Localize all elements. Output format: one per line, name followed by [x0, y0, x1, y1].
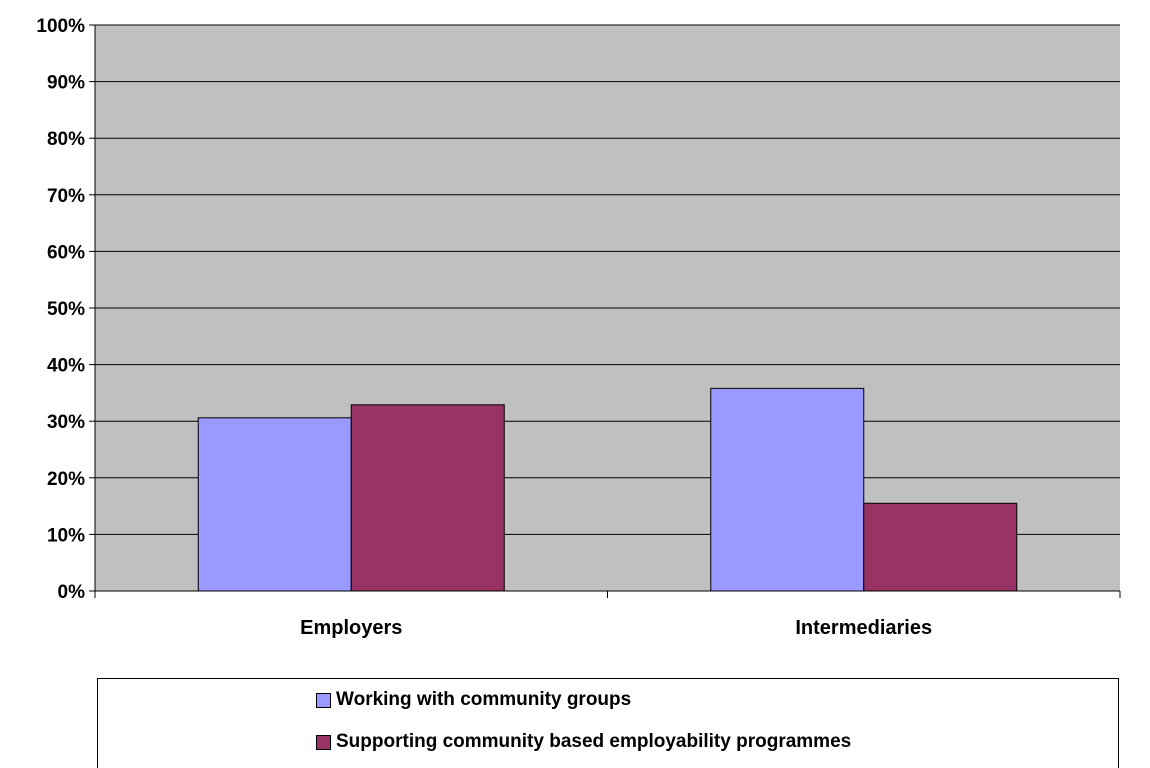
bar-employers-series-1 [197, 417, 352, 592]
legend-label: Supporting community based employability… [336, 731, 852, 752]
bar-employers-series-2 [350, 404, 505, 592]
y-axis-ticks: 0% 10% 20% 30% 40% 50% 60% 70% 80% 90% 100% [36, 16, 95, 603]
y-tick-label: 0% [58, 582, 86, 603]
y-tick-label: 70% [47, 186, 85, 207]
legend-swatch-blue [316, 692, 331, 708]
y-tick-label: 100% [36, 16, 85, 37]
bar-intermediaries-series-1 [710, 387, 865, 592]
y-tick-label: 40% [47, 356, 85, 377]
x-axis-ticks: Employers Intermediaries [94, 591, 1121, 639]
y-tick-label: 90% [47, 73, 85, 94]
legend-swatch-maroon [316, 734, 331, 750]
y-tick-label: 60% [47, 242, 85, 263]
bars [197, 387, 1018, 592]
y-tick-label: 20% [47, 469, 85, 490]
y-tick-label: 10% [47, 525, 85, 546]
y-tick-label: 50% [47, 299, 85, 320]
legend-item-working-with-community-groups: Working with community groups [316, 689, 631, 711]
bar-intermediaries-series-2 [863, 502, 1018, 592]
y-tick-label: 80% [47, 129, 85, 150]
legend-item-supporting-community-programmes: Supporting community based employability… [316, 731, 851, 753]
y-tick-label: 30% [47, 412, 85, 433]
x-category-label: Intermediaries [795, 617, 932, 639]
legend: Working with community groups Supporting… [97, 678, 1119, 768]
legend-label: Working with community groups [336, 689, 632, 710]
x-category-label: Employers [300, 617, 402, 639]
